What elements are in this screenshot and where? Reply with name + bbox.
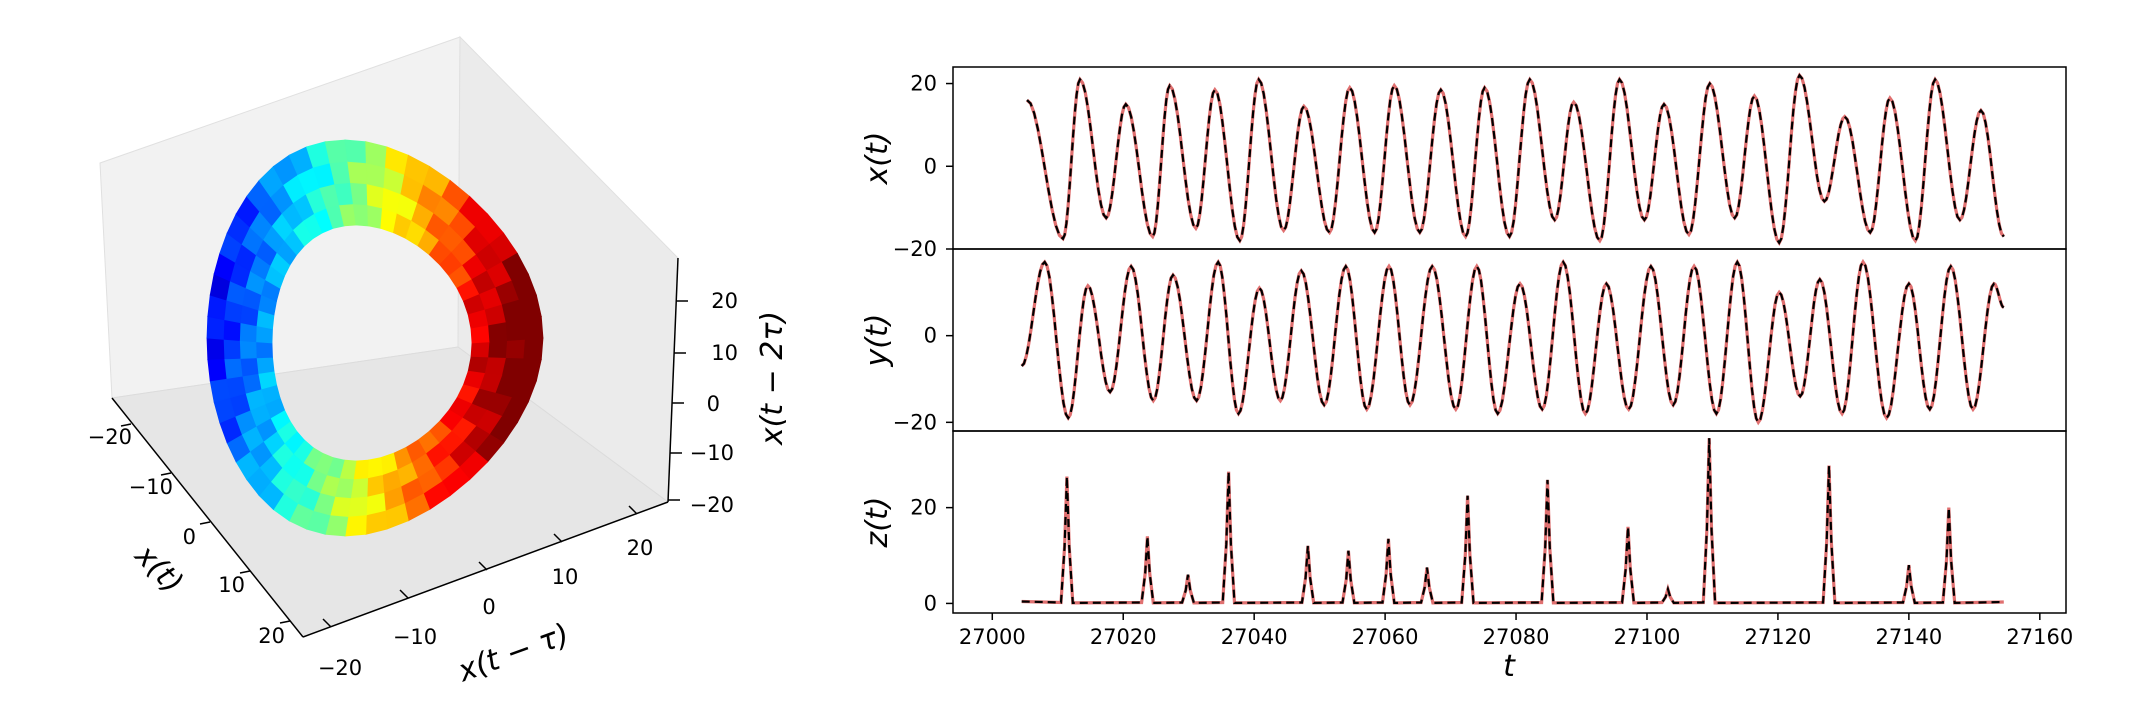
surface-patch — [222, 319, 241, 341]
x-series-prediction-line — [1026, 73, 2005, 245]
y-tick-mark — [322, 618, 332, 628]
panel-x-frame — [952, 66, 2067, 250]
x-tick-mark — [239, 570, 251, 574]
y-tick-label: 20 — [910, 72, 937, 96]
surface-patch — [350, 182, 369, 206]
z-series-true-line — [1021, 438, 2004, 605]
x-axis-tick-marks — [120, 423, 291, 624]
y-tick-label: 0 — [482, 595, 495, 619]
x-tick-label: 20 — [258, 624, 285, 648]
z-axis-tick-marks — [668, 300, 688, 501]
y-tick-label: −10 — [393, 625, 437, 649]
attractor-surface — [206, 139, 544, 537]
z-tick-label: 10 — [711, 341, 738, 365]
z-axis-label: x(t − 2τ) — [755, 311, 790, 446]
y-tick-mark — [628, 505, 638, 515]
surface-patch — [239, 357, 259, 377]
x-tick-label: 27160 — [2006, 625, 2073, 649]
x-tick-label: 0 — [183, 525, 196, 549]
z-tick-label: 20 — [711, 289, 738, 313]
x-series-true-line — [1025, 72, 2006, 246]
y-tick-label: 10 — [552, 565, 579, 589]
x-tick-label: 27100 — [1614, 625, 1681, 649]
y-tick-label: 0 — [924, 591, 937, 615]
surface-patch — [255, 341, 273, 359]
surface-patch — [222, 338, 241, 360]
surface-patch — [470, 325, 491, 344]
surface-patch — [352, 203, 369, 227]
surface-patch — [347, 496, 368, 518]
x-series-ylabel: x(t) — [860, 132, 895, 186]
x-tick-mark — [120, 423, 132, 427]
surface-patch — [239, 340, 257, 359]
y-series-ylabel: y(t) — [860, 314, 895, 368]
y-axis-label: x(t − τ) — [453, 617, 574, 690]
x-tick-label: 27020 — [1090, 625, 1157, 649]
y-series — [1020, 258, 2005, 426]
y-tick-label: 20 — [910, 496, 937, 520]
x-tick-label: 27000 — [959, 625, 1026, 649]
y-tick-label: 20 — [627, 536, 654, 560]
y-tick-mark — [553, 533, 563, 543]
x-tick-mark — [199, 521, 211, 525]
surface-patch — [523, 337, 544, 360]
y-tick-label: −20 — [318, 656, 362, 680]
x-axis-line — [111, 397, 304, 638]
surface-patch — [470, 341, 491, 359]
surface-patch — [488, 322, 508, 343]
x-tick-mark — [279, 620, 291, 624]
z-tick-label: 0 — [707, 392, 720, 416]
y-tick-mark — [478, 561, 488, 571]
surface-patch — [347, 160, 368, 185]
surface-patch — [207, 358, 227, 382]
surface-patch — [206, 316, 225, 340]
x-tick-label: 10 — [218, 573, 245, 597]
surface-patch — [209, 378, 231, 403]
x-series — [1025, 72, 2006, 246]
y-tick-label: −20 — [893, 410, 937, 434]
surface-patch — [505, 338, 526, 360]
phase-space-3d-plot: −20 −10 0 10 20 x(t) −20 −10 0 10 20 x(t… — [88, 35, 790, 690]
x-tick-label: −10 — [129, 475, 173, 499]
x-axis-label: x(t) — [127, 537, 190, 600]
x-tick-label: −20 — [88, 425, 132, 449]
x-tick-mark — [160, 472, 172, 476]
surface-patch — [505, 319, 526, 341]
z-tick-label: −20 — [690, 493, 734, 517]
z-axis-line — [667, 257, 679, 503]
y-tick-label: 0 — [924, 154, 937, 178]
y-tick-label: 0 — [924, 324, 937, 348]
x-tick-label: 27040 — [1221, 625, 1288, 649]
y-series-true-line — [1020, 258, 2005, 426]
surface-patch — [223, 357, 243, 379]
surface-patch — [344, 515, 367, 537]
time-axis-label: t — [1503, 649, 1516, 684]
y-tick-label: −20 — [893, 237, 937, 261]
surface-patch — [367, 204, 383, 229]
surface-patch — [523, 316, 544, 340]
y-ticks: 20 0 −20 0 −20 20 0 — [893, 72, 953, 615]
x-tick-label: 27060 — [1352, 625, 1419, 649]
surface-patch — [488, 340, 508, 359]
x-tick-label: 27140 — [1875, 625, 1942, 649]
y-tick-mark — [399, 589, 409, 599]
z-series — [1021, 438, 2004, 605]
x-tick-label: 27120 — [1745, 625, 1812, 649]
surface-patch — [367, 457, 383, 480]
z-series-ylabel: z(t) — [860, 497, 895, 549]
surface-patch — [255, 356, 275, 375]
surface-patch — [344, 139, 367, 164]
x-tick-label: 27080 — [1483, 625, 1550, 649]
panel-z-frame — [952, 430, 2067, 614]
x-ticks: 27000 27020 27040 27060 27080 27100 27120 27140… — [959, 613, 2073, 649]
surface-patch — [206, 337, 225, 360]
z-series-prediction-line — [1021, 438, 2004, 605]
y-axis-tick-marks — [322, 505, 638, 628]
z-tick-label: −10 — [690, 441, 734, 465]
